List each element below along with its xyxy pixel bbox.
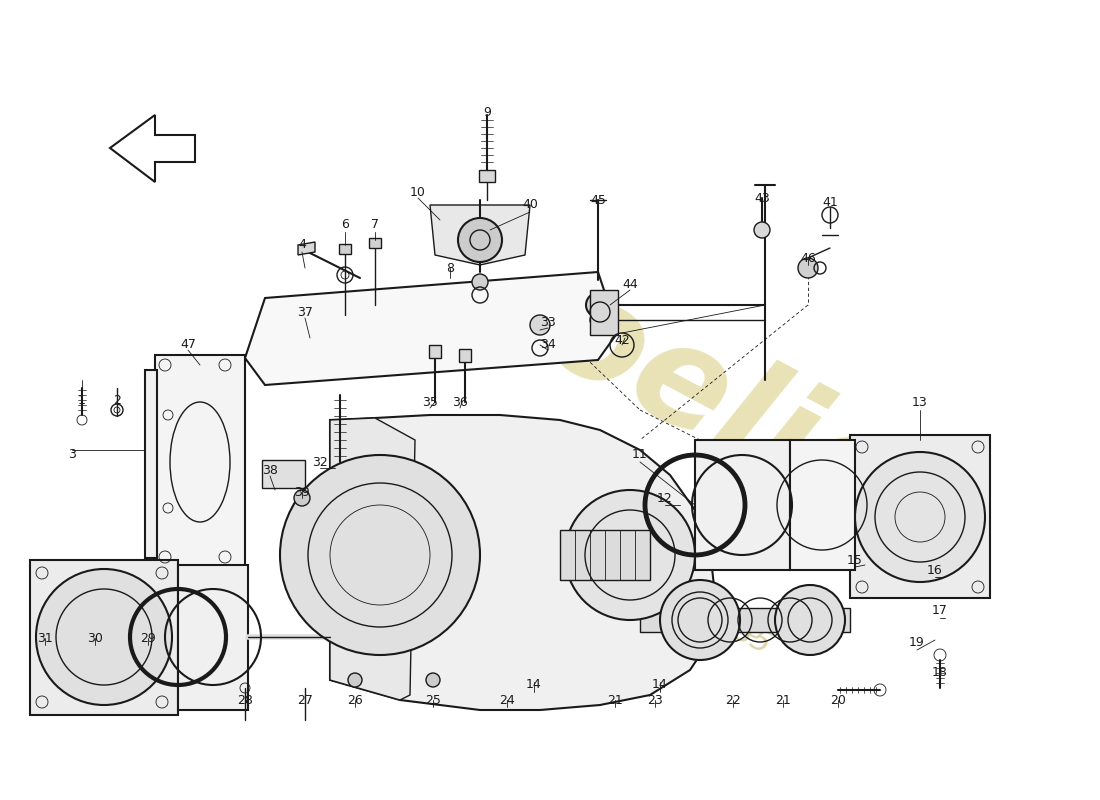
Circle shape	[776, 585, 845, 655]
Text: 9: 9	[483, 106, 491, 118]
Text: 36: 36	[452, 395, 468, 409]
Text: 8: 8	[446, 262, 454, 274]
Circle shape	[472, 274, 488, 290]
Text: 10: 10	[410, 186, 426, 198]
Polygon shape	[262, 460, 305, 488]
Circle shape	[348, 673, 362, 687]
Text: 21: 21	[776, 694, 791, 706]
Text: 22: 22	[725, 694, 741, 706]
Text: 27: 27	[297, 694, 312, 706]
Circle shape	[754, 222, 770, 238]
Text: 47: 47	[180, 338, 196, 351]
Polygon shape	[790, 440, 855, 570]
Text: 35: 35	[422, 395, 438, 409]
Text: 39: 39	[294, 486, 310, 498]
Polygon shape	[330, 418, 415, 700]
Text: 31: 31	[37, 631, 53, 645]
Polygon shape	[178, 565, 248, 710]
Text: 19: 19	[909, 637, 925, 650]
Circle shape	[530, 315, 550, 335]
Text: 16: 16	[927, 563, 943, 577]
Polygon shape	[430, 205, 530, 265]
Text: 2: 2	[113, 394, 121, 406]
Text: 42: 42	[614, 334, 630, 346]
Text: 17: 17	[932, 603, 948, 617]
Circle shape	[565, 490, 695, 620]
Text: 23: 23	[647, 694, 663, 706]
Text: 41: 41	[822, 195, 838, 209]
Text: 32: 32	[312, 455, 328, 469]
Text: 13: 13	[912, 395, 928, 409]
Text: 1985: 1985	[694, 599, 776, 661]
Polygon shape	[850, 435, 990, 598]
Text: 25: 25	[425, 694, 441, 706]
Text: 20: 20	[830, 694, 846, 706]
Text: 34: 34	[540, 338, 556, 351]
Text: oelies: oelies	[525, 262, 996, 598]
Circle shape	[36, 569, 172, 705]
Polygon shape	[339, 244, 351, 254]
Text: 37: 37	[297, 306, 312, 318]
Text: 4: 4	[298, 238, 306, 251]
Circle shape	[855, 452, 984, 582]
Text: 40: 40	[522, 198, 538, 211]
Text: 18: 18	[932, 666, 948, 678]
Circle shape	[660, 580, 740, 660]
Text: 14: 14	[652, 678, 668, 691]
Text: 24: 24	[499, 694, 515, 706]
Text: 33: 33	[540, 315, 556, 329]
Text: 7: 7	[371, 218, 380, 231]
Text: 14: 14	[526, 678, 542, 691]
Text: 12: 12	[657, 491, 673, 505]
Circle shape	[798, 258, 818, 278]
Text: a passion for: a passion for	[547, 501, 734, 619]
Polygon shape	[155, 355, 245, 570]
Text: 28: 28	[238, 694, 253, 706]
Polygon shape	[695, 440, 790, 570]
Text: 21: 21	[607, 694, 623, 706]
Circle shape	[426, 673, 440, 687]
Circle shape	[458, 218, 502, 262]
Text: 1: 1	[78, 394, 86, 406]
Polygon shape	[478, 170, 495, 182]
Polygon shape	[30, 560, 178, 715]
Polygon shape	[429, 345, 441, 358]
Polygon shape	[145, 370, 157, 558]
Polygon shape	[368, 238, 381, 248]
Polygon shape	[590, 290, 618, 335]
Polygon shape	[298, 242, 315, 255]
Text: 6: 6	[341, 218, 349, 231]
Text: 3: 3	[68, 449, 76, 462]
Text: 26: 26	[348, 694, 363, 706]
Polygon shape	[459, 349, 471, 362]
Text: 30: 30	[87, 631, 103, 645]
Circle shape	[586, 293, 611, 317]
Polygon shape	[245, 272, 618, 385]
Text: 43: 43	[755, 191, 770, 205]
Circle shape	[280, 455, 480, 655]
Text: 44: 44	[623, 278, 638, 291]
Polygon shape	[640, 608, 850, 632]
Polygon shape	[330, 415, 715, 710]
Text: 11: 11	[632, 449, 648, 462]
Text: 46: 46	[800, 251, 816, 265]
Text: parts since: parts since	[609, 543, 771, 647]
Text: 15: 15	[847, 554, 862, 566]
Text: 29: 29	[140, 631, 156, 645]
Circle shape	[294, 490, 310, 506]
Polygon shape	[560, 530, 650, 580]
Text: 45: 45	[590, 194, 606, 206]
Text: 38: 38	[262, 463, 278, 477]
